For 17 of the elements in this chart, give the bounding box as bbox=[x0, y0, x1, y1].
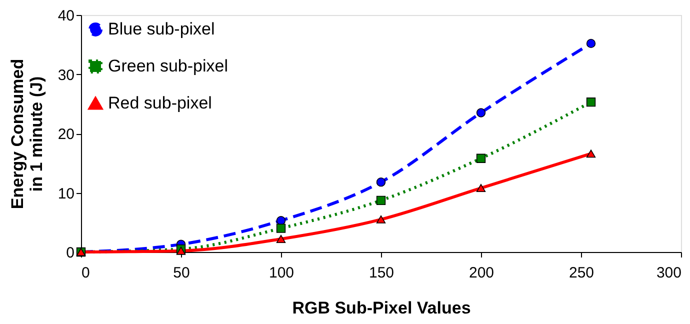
x-tick-label: 0 bbox=[82, 264, 90, 282]
x-tick-label: 250 bbox=[568, 264, 594, 282]
x-tick-label: 50 bbox=[173, 264, 190, 282]
legend-label: Blue sub-pixel bbox=[108, 20, 215, 38]
y-tick-label: 10 bbox=[58, 185, 74, 202]
y-tick-label: 40 bbox=[58, 8, 74, 24]
x-tick-label: 100 bbox=[268, 264, 294, 282]
x-tick-label: 300 bbox=[656, 264, 682, 282]
x-tick-label: 200 bbox=[468, 264, 494, 282]
y-axis-title: Energy Consumed in 1 minute (J) bbox=[8, 58, 46, 210]
x-tick-label: 150 bbox=[368, 264, 394, 282]
legend-label: Green sub-pixel bbox=[108, 56, 228, 76]
y-tick-label: 0 bbox=[66, 244, 74, 262]
x-axis-title: RGB Sub-Pixel Values bbox=[292, 298, 471, 318]
y-tick-label: 30 bbox=[58, 66, 74, 84]
y-tick-label: 20 bbox=[58, 126, 74, 143]
legend-label: Red sub-pixel bbox=[108, 94, 212, 112]
